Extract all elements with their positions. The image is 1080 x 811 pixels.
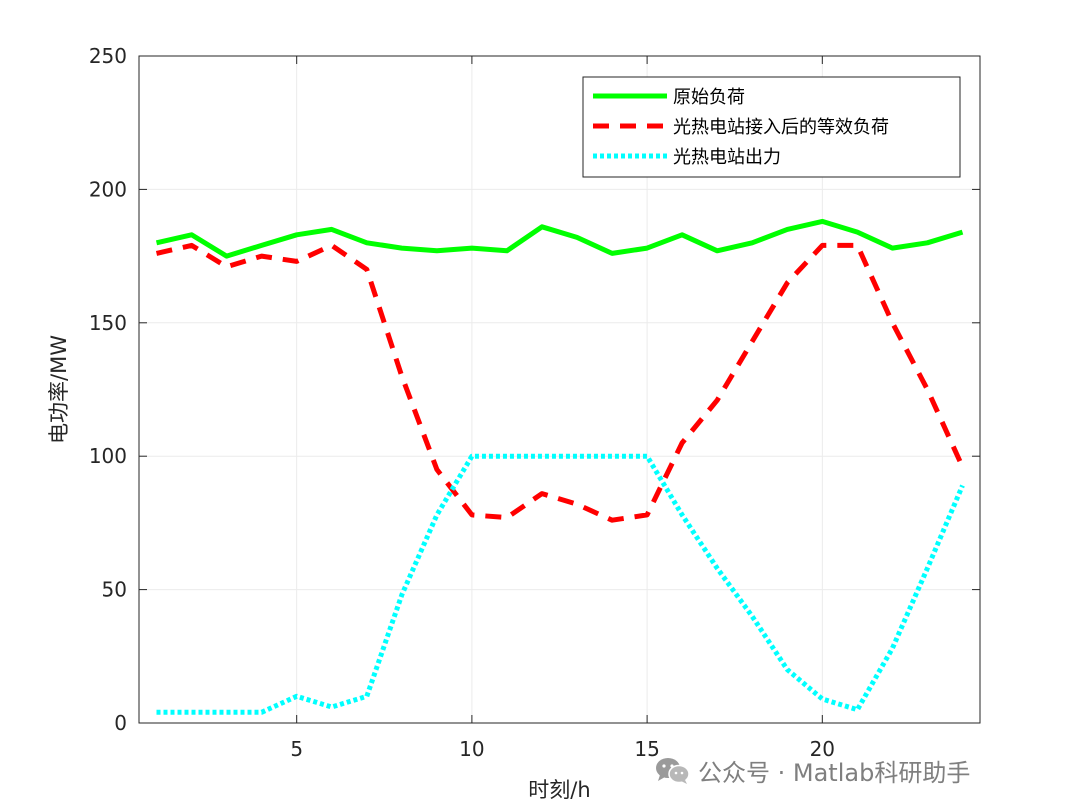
x-tick-label: 10 <box>459 737 484 761</box>
series-line-2 <box>155 242 965 523</box>
legend-label: 原始负荷 <box>673 87 745 108</box>
y-tick-label: 0 <box>114 711 127 735</box>
y-tick-label: 50 <box>102 578 127 602</box>
y-tick-label: 100 <box>89 444 127 468</box>
y-axis-label: 电功率/MW <box>47 335 71 444</box>
legend-label: 光热电站出力 <box>673 147 781 168</box>
series-group <box>155 218 965 715</box>
series-line-3 <box>156 453 965 715</box>
legend-label: 光热电站接入后的等效负荷 <box>673 117 889 138</box>
y-tick-label: 150 <box>89 311 127 335</box>
x-axis-label: 时刻/h <box>528 778 590 802</box>
x-tick-label: 20 <box>810 737 835 761</box>
x-tick-label: 5 <box>290 737 303 761</box>
x-tick-label: 15 <box>634 737 659 761</box>
y-tick-label: 200 <box>89 177 127 201</box>
wechat-icon <box>656 758 690 784</box>
watermark: 公众号 · Matlab科研助手 <box>654 753 970 787</box>
series-line-1 <box>155 218 964 259</box>
watermark-text: 公众号 · Matlab科研助手 <box>698 758 971 787</box>
plot-area-frame <box>138 55 981 724</box>
y-tick-label: 250 <box>89 44 127 68</box>
